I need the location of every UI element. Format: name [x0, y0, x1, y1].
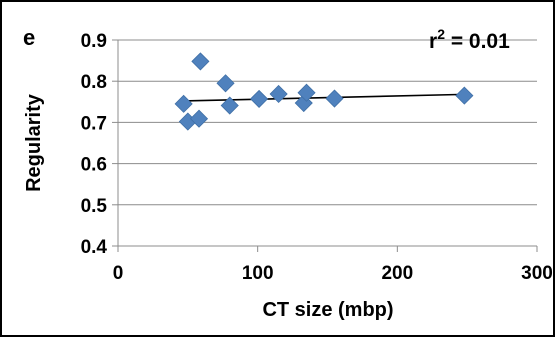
r-squared-value: = 0.01	[445, 30, 510, 53]
y-axis-label: Regularity	[23, 93, 45, 192]
y-tick-label: 0.5	[81, 196, 108, 217]
x-axis-label: CT size (mbp)	[262, 299, 393, 321]
data-point	[220, 96, 239, 115]
r-squared-base: r	[429, 30, 437, 53]
data-points	[174, 52, 474, 131]
data-point	[297, 83, 316, 102]
x-tick-label: 300	[521, 263, 553, 284]
data-point	[174, 94, 193, 113]
y-tick-label: 0.6	[81, 155, 107, 176]
data-point	[216, 74, 235, 93]
x-tick-label: 0	[113, 263, 124, 284]
data-point	[191, 52, 210, 71]
axes	[112, 39, 538, 252]
y-tick-labels: 0.4 0.5 0.6 0.7 0.8 0.9	[81, 31, 108, 258]
x-tick-label: 200	[381, 263, 413, 284]
data-point	[455, 86, 474, 105]
y-tick-label: 0.8	[81, 72, 107, 93]
y-tick-label: 0.7	[81, 113, 107, 134]
trendline	[183, 93, 465, 102]
panel-label: e	[23, 25, 35, 50]
data-point	[269, 84, 288, 104]
trendline-group	[183, 93, 465, 102]
x-tick-label: 100	[242, 263, 274, 284]
data-point	[189, 109, 209, 128]
data-point	[249, 89, 269, 108]
x-tick-labels: 0 100 200 300	[113, 263, 553, 284]
r-squared-superscript: 2	[437, 26, 445, 42]
y-tick-label: 0.4	[81, 237, 108, 258]
data-point	[325, 89, 344, 108]
r-squared-annotation: r2 = 0.01	[429, 26, 510, 53]
y-tick-label: 0.9	[81, 31, 107, 52]
